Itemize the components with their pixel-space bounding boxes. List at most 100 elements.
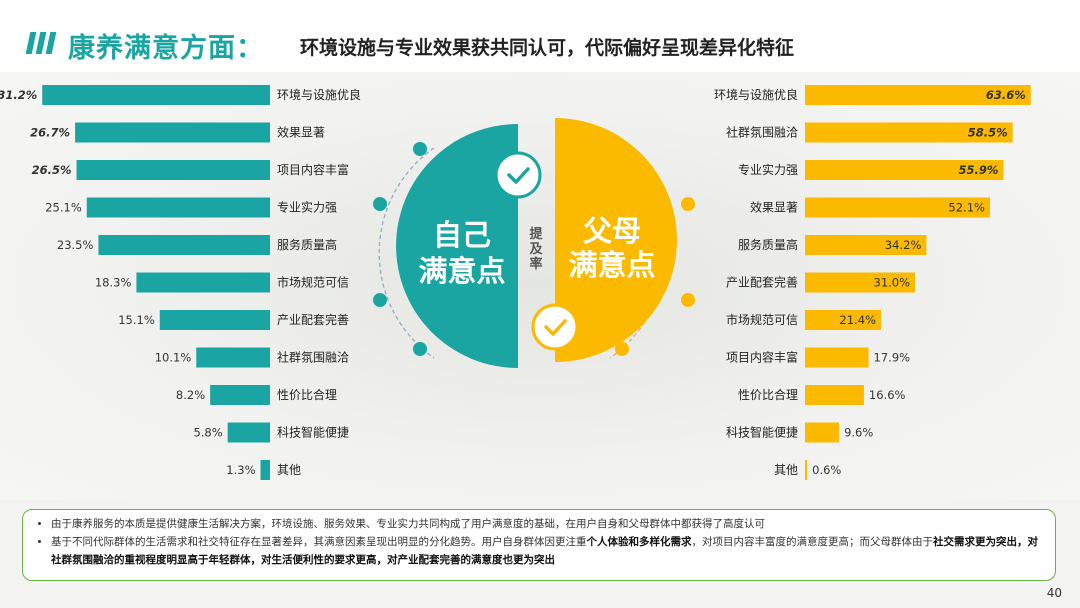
page-title: 康养满意方面： (68, 33, 264, 64)
left-dot-3 (373, 293, 387, 307)
right-category-label: 性价比合理 (738, 387, 798, 402)
left-bar (86, 197, 271, 218)
left-category-label: 效果显著 (277, 125, 325, 140)
left-bar (210, 385, 270, 405)
mid-label: 提及率 (529, 226, 543, 272)
left-value-label: 23.5% (57, 238, 94, 252)
right-dot-3 (681, 293, 695, 307)
right-bar (805, 85, 1031, 105)
left-category-label: 项目内容丰富 (277, 162, 349, 177)
notes-list: 由于康养服务的本质是提供健康生活解决方案，环境设施、服务效果、专业实力共同构成了… (37, 515, 1041, 569)
left-center-label-2: 满意点 (418, 254, 505, 288)
left-value-label: 26.7% (30, 126, 70, 140)
left-bar (76, 160, 270, 180)
right-dot-2 (681, 197, 695, 211)
left-half-disc (396, 124, 518, 368)
check-icon-top (507, 167, 530, 184)
right-center-label-2: 满意点 (568, 248, 655, 282)
note-emphasis: 社交需求更为突出，对社群氛围融洽的重视程度明显高于年轻群体，对生活便利性的要求更… (51, 536, 1038, 566)
check-badge-top (494, 151, 542, 199)
right-value-label: 52.1% (948, 201, 985, 215)
left-bar (98, 235, 270, 255)
right-bar-chart: 63.6% 环境与设施优良 58.5% 社群氛围融洽 55.9% 专业实力强 52.1% 效果… (714, 85, 1031, 480)
left-bar (196, 347, 270, 368)
left-category-label: 服务质量高 (277, 237, 337, 252)
left-dot-2 (373, 197, 387, 211)
right-bar (805, 272, 916, 293)
note-text: 基于不同代际群体的生活需求和社交特征存在显著差异，其满意因素呈现出明显的分化趋势… (51, 536, 587, 548)
right-category-label: 市场规范可信 (726, 312, 798, 327)
left-bar (136, 272, 270, 293)
right-category-label: 产业配套完善 (726, 275, 798, 290)
left-category-label: 环境与设施优良 (277, 87, 361, 102)
right-value-label: 58.5% (968, 126, 1008, 140)
left-category-label: 产业配套完善 (277, 312, 349, 327)
page-number: 40 (1046, 586, 1062, 600)
left-value-label: 1.3% (226, 463, 255, 477)
check-badge-bottom (531, 303, 579, 351)
notes-box: 由于康养服务的本质是提供健康生活解决方案，环境设施、服务效果、专业实力共同构成了… (22, 509, 1056, 581)
right-category-label: 其他 (774, 463, 798, 477)
right-bar (805, 385, 864, 405)
note-item: 基于不同代际群体的生活需求和社交特征存在显著差异，其满意因素呈现出明显的分化趋势… (51, 533, 1041, 569)
left-value-label: 26.5% (32, 163, 72, 177)
right-category-label: 服务质量高 (738, 237, 798, 252)
page-subtitle: 环境设施与专业效果获共同认可，代际偏好呈现差异化特征 (300, 37, 795, 59)
left-value-label: 31.2% (0, 88, 37, 102)
check-icon-bottom (544, 319, 567, 336)
note-item: 由于康养服务的本质是提供健康生活解决方案，环境设施、服务效果、专业实力共同构成了… (51, 515, 1041, 533)
right-value-label: 0.6% (812, 463, 841, 477)
right-category-label: 项目内容丰富 (726, 350, 798, 365)
left-category-label: 专业实力强 (277, 200, 337, 215)
right-bar (805, 197, 990, 218)
right-value-label: 21.4% (839, 313, 876, 327)
page-header: 康养满意方面： 环境设施与专业效果获共同认可，代际偏好呈现差异化特征 (0, 0, 1080, 72)
note-text: ，对项目内容丰富度的满意度更高；而父母群体由于 (691, 536, 934, 548)
left-category-label: 其他 (277, 463, 301, 477)
left-category-label: 科技智能便捷 (277, 425, 349, 440)
left-bar (260, 460, 270, 480)
left-dot-4 (413, 342, 427, 356)
left-bar (159, 310, 270, 330)
right-bar (805, 310, 881, 330)
right-center-label-1: 父母 (583, 214, 641, 248)
left-bar (75, 122, 270, 143)
left-bar-chart: 31.2% 环境与设施优良 26.7% 效果显著 26.5% 项目内容丰富 25.1% 专业实… (0, 85, 361, 480)
left-category-label: 市场规范可信 (277, 275, 349, 290)
left-center-label-1: 自己 (433, 218, 491, 252)
note-text: 由于康养服务的本质是提供健康生活解决方案，环境设施、服务效果、专业实力共同构成了… (51, 518, 765, 530)
right-value-label: 31.0% (874, 276, 911, 290)
right-category-label: 社群氛围融洽 (726, 125, 798, 140)
left-value-label: 8.2% (176, 388, 205, 402)
right-half-disc (555, 118, 677, 362)
right-value-label: 9.6% (844, 426, 873, 440)
left-dot-1 (413, 142, 427, 156)
left-value-label: 15.1% (118, 313, 155, 327)
right-bar (805, 122, 1013, 143)
right-bar (805, 160, 1004, 180)
right-category-label: 专业实力强 (738, 162, 798, 177)
right-value-label: 16.6% (869, 388, 906, 402)
right-bar (805, 460, 808, 480)
left-category-label: 性价比合理 (277, 387, 337, 402)
left-value-label: 18.3% (95, 276, 132, 290)
right-category-label: 效果显著 (750, 200, 798, 215)
right-dot-4 (615, 342, 629, 356)
right-bar (805, 347, 869, 368)
left-category-label: 社群氛围融洽 (277, 350, 349, 365)
left-value-label: 10.1% (155, 351, 192, 365)
center-graphic: 自己 满意点 父母 满意点 提及率 (373, 118, 695, 368)
right-value-label: 34.2% (885, 238, 922, 252)
left-value-label: 5.8% (193, 426, 222, 440)
right-category-label: 环境与设施优良 (714, 87, 798, 102)
right-value-label: 17.9% (874, 351, 911, 365)
note-emphasis: 个人体验和多样化需求 (586, 536, 692, 548)
left-dashed-arc (378, 147, 435, 359)
right-value-label: 55.9% (959, 163, 999, 177)
right-category-label: 科技智能便捷 (726, 425, 798, 440)
left-bar (42, 85, 270, 105)
right-value-label: 63.6% (986, 88, 1026, 102)
left-bar (227, 422, 270, 443)
left-value-label: 25.1% (45, 201, 82, 215)
